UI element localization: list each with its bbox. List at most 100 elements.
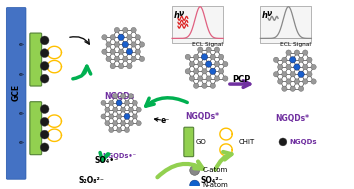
Circle shape (109, 114, 114, 119)
Circle shape (114, 42, 120, 47)
Circle shape (303, 50, 308, 55)
Text: GCE: GCE (12, 84, 21, 101)
Circle shape (40, 61, 49, 70)
Circle shape (131, 56, 136, 62)
Circle shape (121, 107, 126, 112)
Circle shape (189, 76, 195, 81)
Circle shape (125, 100, 130, 105)
Circle shape (101, 114, 106, 119)
Circle shape (210, 54, 216, 60)
Circle shape (113, 121, 118, 126)
Circle shape (121, 94, 126, 98)
Circle shape (286, 64, 291, 70)
Circle shape (214, 47, 219, 52)
Circle shape (193, 69, 199, 74)
Circle shape (135, 49, 141, 54)
Circle shape (129, 107, 133, 112)
Circle shape (122, 41, 129, 48)
Circle shape (206, 47, 211, 52)
Text: SO₄²⁻: SO₄²⁻ (200, 176, 223, 185)
Circle shape (135, 35, 141, 40)
Text: e⁻: e⁻ (161, 116, 170, 125)
Circle shape (290, 72, 295, 77)
Circle shape (105, 121, 110, 126)
Circle shape (116, 114, 122, 119)
Circle shape (40, 130, 49, 139)
Circle shape (122, 27, 128, 33)
Circle shape (113, 94, 118, 98)
Circle shape (106, 42, 111, 47)
Text: ECL Signal: ECL Signal (192, 42, 223, 47)
Text: PCP: PCP (233, 75, 251, 84)
Circle shape (114, 56, 120, 62)
Circle shape (40, 36, 49, 45)
Circle shape (136, 107, 141, 112)
Text: NGQDs: NGQDs (290, 139, 318, 145)
Circle shape (214, 61, 219, 67)
Circle shape (205, 61, 212, 67)
Circle shape (131, 42, 136, 47)
Text: ν: ν (179, 9, 184, 18)
Circle shape (218, 54, 224, 60)
Circle shape (121, 121, 126, 126)
Circle shape (136, 121, 141, 126)
Circle shape (282, 72, 287, 77)
Circle shape (278, 64, 283, 70)
Bar (172, 6, 223, 43)
Circle shape (193, 83, 199, 88)
Text: N-atom: N-atom (202, 182, 228, 188)
Text: e-: e- (19, 111, 25, 116)
Circle shape (202, 83, 207, 88)
Circle shape (286, 50, 291, 55)
Circle shape (201, 54, 208, 60)
Circle shape (303, 79, 308, 84)
Circle shape (127, 35, 132, 40)
Circle shape (214, 76, 219, 81)
Circle shape (132, 100, 137, 105)
Circle shape (119, 49, 124, 54)
Circle shape (125, 128, 130, 132)
Circle shape (290, 86, 295, 91)
Circle shape (105, 107, 110, 112)
Circle shape (127, 64, 132, 69)
Circle shape (132, 114, 137, 119)
Text: e-: e- (19, 42, 25, 47)
Circle shape (298, 57, 304, 63)
Circle shape (40, 117, 49, 126)
FancyBboxPatch shape (184, 127, 194, 157)
Text: NGQDs*: NGQDs* (276, 115, 310, 123)
Circle shape (311, 64, 316, 70)
Circle shape (198, 76, 203, 81)
Text: ECL Signal: ECL Signal (280, 42, 311, 47)
Circle shape (110, 35, 115, 40)
Circle shape (116, 128, 122, 132)
Text: NGQDs•⁻: NGQDs•⁻ (102, 153, 136, 159)
Circle shape (185, 54, 190, 60)
Circle shape (223, 61, 228, 67)
Text: ν: ν (266, 9, 272, 18)
Circle shape (282, 57, 287, 63)
Circle shape (286, 79, 291, 84)
Circle shape (113, 107, 118, 112)
Circle shape (210, 83, 216, 88)
Circle shape (190, 180, 200, 189)
Circle shape (202, 69, 207, 74)
Circle shape (303, 64, 308, 70)
Circle shape (106, 56, 111, 62)
Circle shape (198, 61, 203, 67)
Circle shape (124, 113, 130, 119)
Bar (261, 6, 312, 43)
Circle shape (118, 34, 124, 40)
Circle shape (129, 94, 133, 98)
Circle shape (223, 76, 228, 81)
Circle shape (206, 76, 211, 81)
Circle shape (190, 166, 200, 175)
Circle shape (110, 49, 115, 54)
Circle shape (131, 27, 136, 33)
Circle shape (110, 64, 115, 69)
Circle shape (198, 47, 203, 52)
FancyBboxPatch shape (30, 33, 42, 86)
Circle shape (139, 42, 144, 47)
Circle shape (114, 27, 120, 33)
Text: GO: GO (196, 139, 206, 145)
